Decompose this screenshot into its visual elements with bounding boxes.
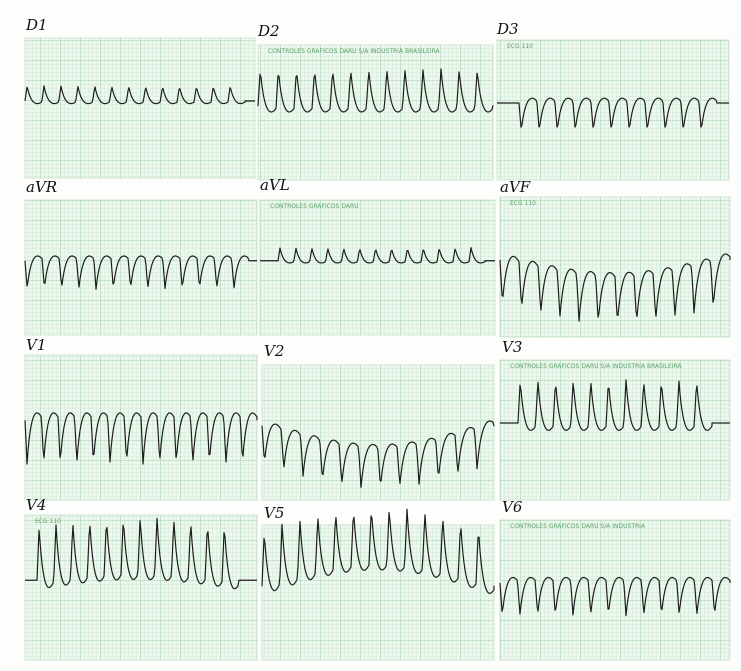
lead-label: D3 [496,20,519,38]
lead-label: aVL [260,176,290,194]
lead-label: V2 [264,342,284,360]
ecg-grid [260,200,495,335]
strip-print: ECG 110 [510,200,536,207]
strip-print: CONTROLES GRAFICOS DARU S/A INDUSTRIA BR… [268,48,441,55]
lead-label: V3 [502,338,522,356]
ecg-grid [262,365,494,500]
lead-label: V1 [26,336,46,354]
lead-label: aVR [26,178,57,196]
strip-print: CONTROLES GRAFICOS DARU S/A INDUSTRIA [510,523,646,530]
lead-label: V6 [502,498,523,516]
lead-label: D2 [257,22,280,40]
strip-print: ECG 110 [507,43,533,50]
strip-print: CONTROLES GRAFICOS DARU [270,203,359,210]
strip-print: ECG 110 [35,518,61,525]
lead-label: V5 [264,504,284,522]
strip-print: CONTROLES GRAFICOS DARU S/A INDUSTRIA BR… [510,363,683,370]
ecg-grid [258,45,493,180]
ecg-grid [500,197,730,337]
ecg-grid [25,38,255,178]
ecg-sheet: D1 D2 D3 aVR aVL aVF V1 V2 V3 V4 V5 V6 CONTROLES GRA… [0,0,741,671]
lead-label: V4 [26,496,46,514]
lead-label: aVF [500,178,531,196]
ecg-grid [497,40,729,180]
ecg-grid [500,360,730,500]
lead-label: D1 [25,16,48,34]
